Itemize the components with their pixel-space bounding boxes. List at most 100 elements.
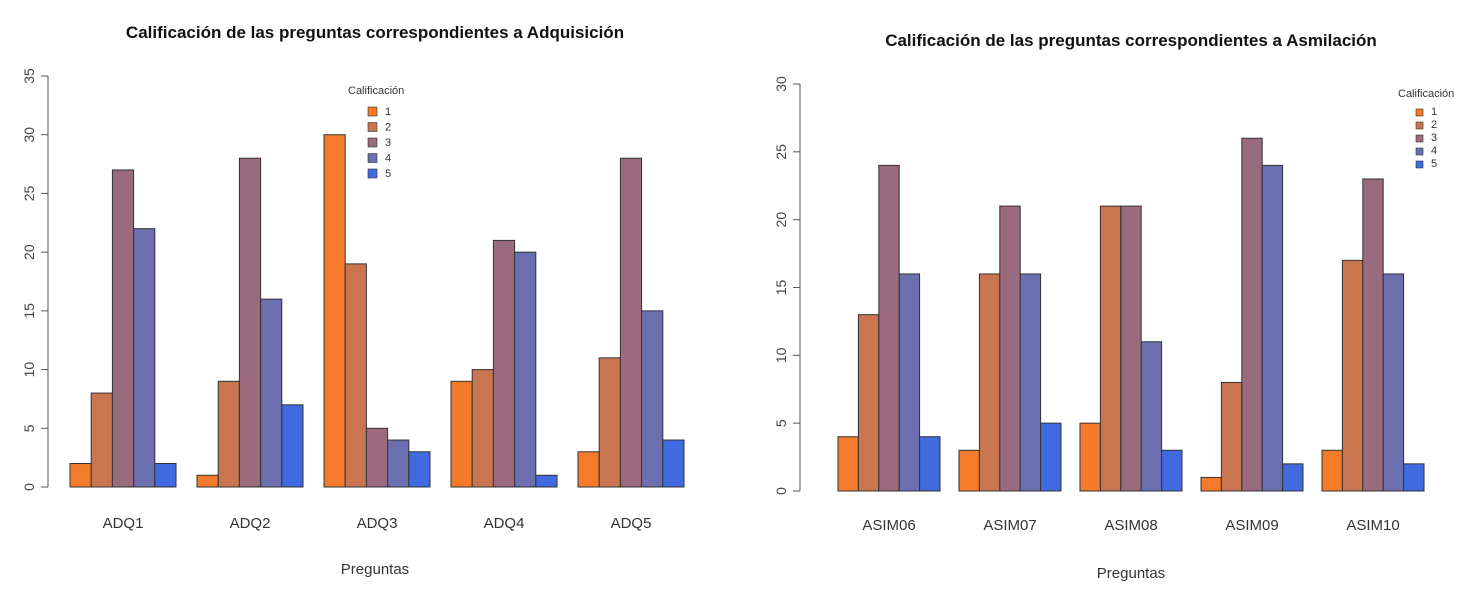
legend-swatch-2 bbox=[1415, 121, 1424, 130]
bar-ADQ2-5 bbox=[281, 404, 304, 488]
bar-ASIM08-5 bbox=[1161, 449, 1183, 492]
bar-ASIM09-2 bbox=[1220, 381, 1243, 492]
y-tick-label: 35 bbox=[21, 68, 37, 84]
chart-adquisicion: Calificación de las preguntas correspond… bbox=[21, 23, 685, 578]
y-tick-label: 0 bbox=[21, 483, 37, 491]
chart-title: Calificación de las preguntas correspond… bbox=[885, 31, 1377, 50]
y-tick-label: 25 bbox=[773, 144, 789, 160]
legend-label: 1 bbox=[1431, 106, 1437, 118]
bar-ASIM10-4 bbox=[1382, 273, 1405, 492]
bar-ADQ4-3 bbox=[492, 239, 516, 488]
bar-ASIM06-2 bbox=[857, 314, 880, 492]
y-tick-label: 30 bbox=[21, 127, 37, 143]
legend-label: 2 bbox=[1431, 119, 1437, 131]
category-label: ASIM07 bbox=[983, 517, 1036, 534]
bar-ADQ5-5 bbox=[662, 439, 685, 488]
legend-label: 4 bbox=[1431, 145, 1437, 157]
bar-ASIM09-5 bbox=[1282, 463, 1304, 492]
bar-ASIM09-3 bbox=[1241, 137, 1263, 492]
bar-ASIM10-1 bbox=[1321, 449, 1343, 492]
bar-ASIM10-3 bbox=[1362, 178, 1384, 492]
bar-ASIM06-3 bbox=[878, 164, 900, 492]
legend-swatch-1 bbox=[367, 106, 378, 117]
y-tick-label: 25 bbox=[21, 185, 37, 201]
bar-ADQ3-1 bbox=[323, 134, 346, 488]
category-label: ASIM10 bbox=[1346, 517, 1399, 534]
legend-label: 2 bbox=[385, 122, 391, 134]
bar-ADQ4-2 bbox=[471, 369, 494, 488]
bar-ASIM06-1 bbox=[837, 436, 859, 492]
bar-ADQ1-4 bbox=[133, 228, 156, 488]
x-axis-label: Preguntas bbox=[341, 561, 409, 578]
bar-ADQ1-3 bbox=[111, 169, 135, 488]
bar-ASIM08-1 bbox=[1079, 422, 1101, 492]
bar-ADQ3-2 bbox=[344, 263, 367, 488]
y-tick-label: 30 bbox=[773, 76, 789, 92]
bar-ASIM10-5 bbox=[1403, 463, 1425, 492]
y-tick-label: 20 bbox=[21, 244, 37, 260]
chart-title: Calificación de las preguntas correspond… bbox=[126, 23, 624, 42]
category-label: ASIM06 bbox=[862, 517, 915, 534]
bar-ADQ1-5 bbox=[154, 463, 177, 488]
y-tick-label: 5 bbox=[21, 424, 37, 432]
legend-label: 5 bbox=[385, 168, 391, 180]
legend-label: 4 bbox=[385, 153, 391, 165]
bar-ASIM09-1 bbox=[1200, 476, 1222, 492]
bar-ADQ1-1 bbox=[69, 463, 92, 488]
legend-label: 5 bbox=[1431, 158, 1437, 170]
category-label: ASIM08 bbox=[1104, 517, 1157, 534]
category-label: ADQ4 bbox=[484, 515, 525, 532]
bar-ASIM07-3 bbox=[999, 205, 1021, 492]
bar-ADQ2-3 bbox=[238, 157, 262, 488]
legend-label: 1 bbox=[385, 106, 391, 118]
bar-ADQ5-3 bbox=[619, 157, 643, 488]
bar-ASIM06-5 bbox=[919, 436, 941, 492]
bar-ADQ5-1 bbox=[577, 451, 600, 488]
legend-swatch-4 bbox=[367, 153, 378, 163]
legend-swatch-5 bbox=[1415, 160, 1424, 169]
y-tick-label: 10 bbox=[21, 362, 37, 378]
category-label: ADQ2 bbox=[230, 515, 271, 532]
legend-swatch-2 bbox=[367, 122, 378, 132]
category-label: ADQ3 bbox=[357, 515, 398, 532]
bar-ADQ2-4 bbox=[260, 298, 283, 488]
legend-title: Calificación bbox=[348, 85, 404, 97]
y-tick-label: 20 bbox=[773, 212, 789, 228]
y-tick-label: 15 bbox=[773, 280, 789, 296]
bar-ADQ3-5 bbox=[408, 451, 431, 488]
legend-swatch-5 bbox=[367, 168, 378, 179]
bar-ASIM07-2 bbox=[978, 273, 1001, 492]
y-tick-label: 5 bbox=[773, 419, 789, 427]
bar-ASIM07-5 bbox=[1040, 422, 1062, 492]
category-label: ADQ1 bbox=[103, 515, 144, 532]
chart-asimilacion-svg: Calificación de las preguntas correspond… bbox=[773, 31, 1454, 582]
bar-ASIM07-4 bbox=[1019, 273, 1042, 492]
y-tick-label: 10 bbox=[773, 347, 789, 363]
bar-ASIM07-1 bbox=[958, 449, 980, 492]
legend-label: 3 bbox=[1431, 132, 1437, 144]
legend-swatch-3 bbox=[367, 137, 378, 148]
bar-ASIM10-2 bbox=[1341, 259, 1364, 492]
bar-ADQ4-4 bbox=[514, 251, 537, 488]
bar-ADQ5-2 bbox=[598, 357, 621, 488]
bar-ADQ3-3 bbox=[365, 427, 389, 488]
legend-swatch-4 bbox=[1415, 147, 1424, 156]
bar-ADQ2-2 bbox=[217, 380, 240, 488]
legend-swatch-1 bbox=[1415, 108, 1424, 117]
bar-ADQ3-4 bbox=[387, 439, 410, 488]
bar-ASIM08-4 bbox=[1140, 341, 1163, 492]
chart-asimilacion: Calificación de las preguntas correspond… bbox=[740, 0, 1478, 594]
x-axis-label: Preguntas bbox=[1097, 565, 1165, 582]
bar-ADQ2-1 bbox=[196, 474, 219, 488]
chart-adquisicion-svg: Calificación de las preguntas correspond… bbox=[21, 23, 685, 578]
bar-ADQ4-1 bbox=[450, 380, 473, 488]
legend-label: 3 bbox=[385, 137, 391, 149]
bar-ASIM08-2 bbox=[1099, 205, 1122, 492]
bar-ADQ4-5 bbox=[535, 474, 558, 488]
bar-ADQ5-4 bbox=[641, 310, 664, 488]
legend-swatch-3 bbox=[1415, 134, 1424, 143]
category-label: ASIM09 bbox=[1225, 517, 1278, 534]
legend-title: Calificación bbox=[1398, 88, 1454, 100]
bar-ASIM06-4 bbox=[898, 273, 921, 492]
bar-ASIM08-3 bbox=[1120, 205, 1142, 492]
